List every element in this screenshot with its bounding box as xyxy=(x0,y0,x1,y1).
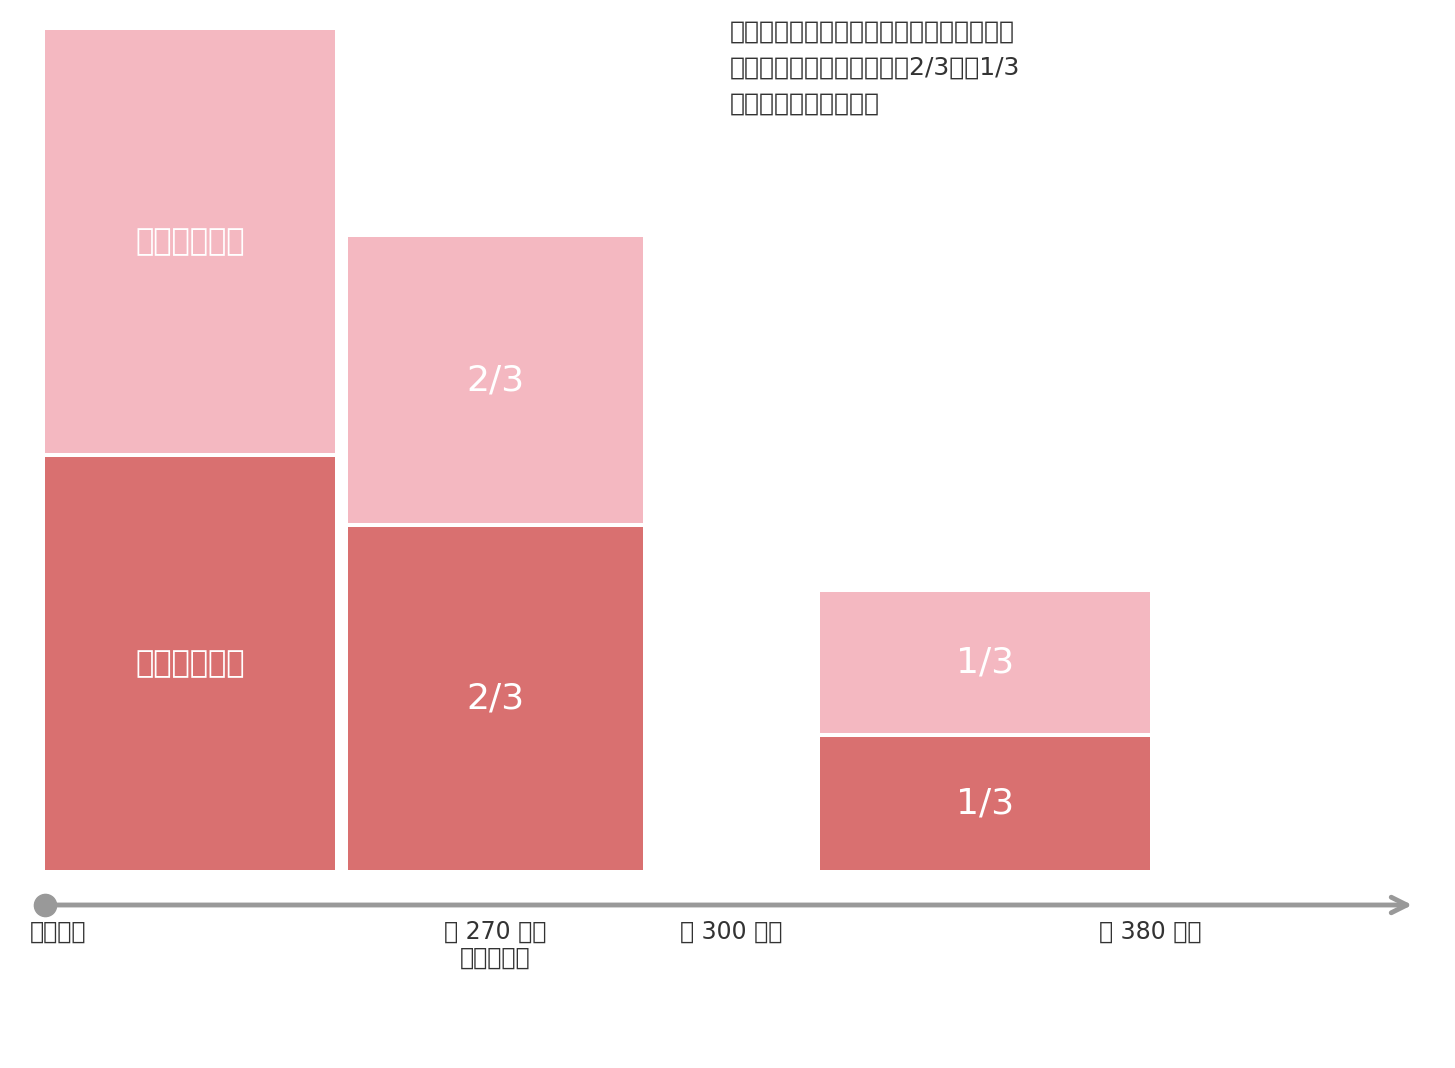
Text: 約 300 万円: 約 300 万円 xyxy=(681,920,783,944)
Text: 2/3: 2/3 xyxy=(467,363,525,397)
Text: 住民税非課税世帯に準ずる世帯の学生は、: 住民税非課税世帯に準ずる世帯の学生は、 xyxy=(730,20,1016,44)
Bar xyxy=(821,592,1149,733)
Text: ［非課税］: ［非課税］ xyxy=(460,945,531,970)
Text: 2/3: 2/3 xyxy=(467,681,525,716)
Bar xyxy=(348,237,643,523)
Bar xyxy=(348,527,643,870)
Text: 授業料等減免: 授業料等減免 xyxy=(135,649,244,678)
Text: 約 380 万円: 約 380 万円 xyxy=(1099,920,1202,944)
Text: 1/3: 1/3 xyxy=(956,645,1014,679)
Bar xyxy=(45,457,335,870)
Text: 給付型奨学金: 給付型奨学金 xyxy=(135,227,244,256)
Bar xyxy=(821,737,1149,870)
Text: 住民税非課税世帯の学生の2/3又は1/3: 住民税非課税世帯の学生の2/3又は1/3 xyxy=(730,56,1020,80)
Text: 年収目安: 年収目安 xyxy=(31,920,86,944)
Bar xyxy=(45,30,335,453)
Text: の支援額となります。: の支援額となります。 xyxy=(730,92,880,116)
Text: 約 270 万円: 約 270 万円 xyxy=(444,920,547,944)
Text: 1/3: 1/3 xyxy=(956,786,1014,820)
